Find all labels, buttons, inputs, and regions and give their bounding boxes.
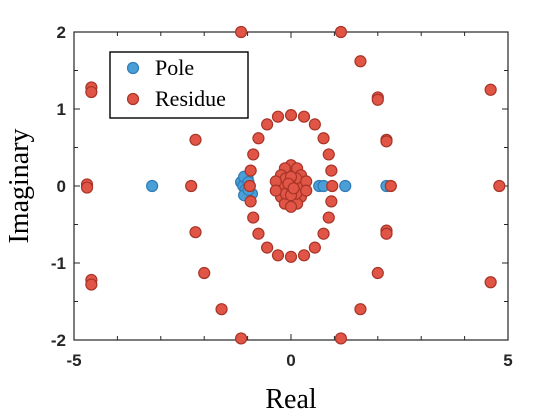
y-tick-label: 2	[57, 23, 66, 42]
legend: Pole Residue	[109, 51, 249, 119]
residue-point	[284, 109, 298, 122]
residue-point	[247, 148, 260, 161]
residue-point	[317, 227, 330, 240]
x-tick-label: -5	[66, 351, 81, 370]
residue-point	[380, 227, 393, 240]
residue-point	[354, 55, 367, 68]
plot-area: -5 0 5 -2 -1 0 1 2	[51, 23, 513, 370]
legend-residue-marker	[126, 92, 140, 106]
residue-point	[325, 195, 338, 208]
y-tick-label: 0	[57, 177, 66, 196]
residue-point	[269, 184, 282, 197]
residue-point	[189, 226, 202, 239]
residue-point	[354, 303, 367, 316]
data-points	[80, 25, 506, 345]
residue-point	[322, 211, 335, 224]
residue-point	[185, 179, 198, 193]
residue-point	[297, 110, 311, 123]
y-tick-label: -2	[51, 331, 66, 350]
residue-point	[322, 148, 335, 161]
residue-point	[261, 241, 274, 254]
residue-point	[308, 118, 321, 131]
residue-point	[334, 332, 348, 345]
residue-point	[380, 135, 393, 148]
residue-point	[484, 276, 497, 289]
residue-point	[247, 211, 260, 224]
residue-point	[384, 179, 397, 193]
residue-point	[243, 179, 256, 193]
residue-point	[484, 83, 497, 96]
residue-point	[198, 266, 211, 280]
residue-point	[271, 249, 285, 262]
residue-point	[85, 278, 98, 291]
residue-point	[371, 266, 384, 280]
residue-point	[297, 249, 311, 262]
y-axis-title: Imaginary	[4, 128, 35, 243]
residue-point	[80, 181, 94, 194]
residue-point	[326, 179, 339, 193]
legend-residue-label: Residue	[155, 86, 226, 111]
legend-pole-label: Pole	[155, 55, 194, 80]
residue-point	[189, 133, 202, 146]
residue-point	[215, 303, 228, 316]
y-tick-label: 1	[57, 100, 66, 119]
residue-point	[284, 200, 298, 213]
pole-point	[146, 179, 159, 193]
residue-point	[284, 250, 298, 263]
residue-point	[300, 184, 313, 197]
pole-point	[339, 179, 352, 193]
residue-point	[244, 164, 257, 177]
axis-ticks: -5 0 5 -2 -1 0 1 2	[51, 23, 513, 370]
residue-point	[234, 332, 248, 345]
residue-point	[252, 227, 265, 240]
x-axis-title: Real	[265, 384, 317, 415]
residue-point	[244, 195, 257, 208]
residue-point	[308, 241, 321, 254]
residue-point	[252, 132, 265, 145]
legend-pole-marker	[126, 61, 140, 75]
residue-point	[261, 118, 274, 131]
x-tick-label: 5	[503, 351, 512, 370]
residue-point	[317, 132, 330, 145]
residue-point	[271, 110, 285, 123]
residue-point	[371, 93, 384, 106]
residue-point	[287, 182, 300, 195]
x-tick-label: 0	[286, 351, 295, 370]
residue-point	[325, 164, 338, 177]
y-tick-label: -1	[51, 254, 66, 273]
residue-point	[234, 25, 248, 39]
residue-point	[334, 25, 348, 39]
residue-point	[85, 85, 98, 99]
residue-point	[493, 179, 506, 193]
